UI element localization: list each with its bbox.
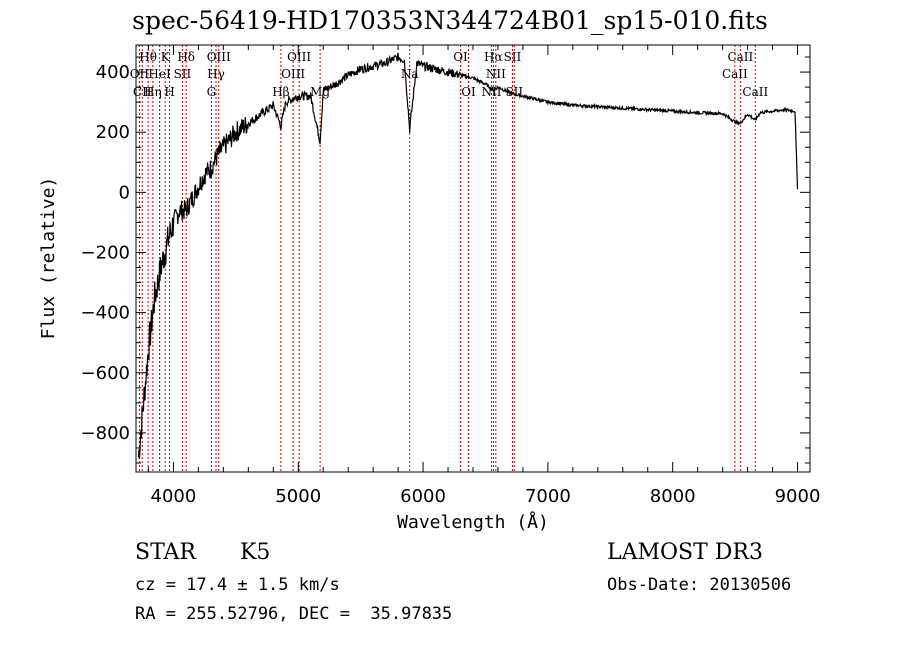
line-marker-group — [138, 45, 756, 472]
line-marker-label-12: Hβ — [272, 85, 289, 99]
line-marker-label-16: Na — [401, 67, 419, 81]
line-marker-label-26: CaII — [742, 85, 768, 99]
marker-label-group: OIICIIHθHηHeIKHSIIHδGHγOIIIHβOIIIOIIIMgN… — [130, 50, 769, 99]
line-marker-label-25: CaII — [727, 50, 753, 64]
survey-name: LAMOST DR3 — [607, 540, 763, 565]
redshift-text: cz = 17.4 ± 1.5 km/s — [135, 575, 340, 595]
x-tick-label-9000: 9000 — [775, 486, 821, 507]
line-marker-label-9: G — [207, 85, 217, 99]
line-marker-label-24: CaII — [722, 67, 748, 81]
chart-title: spec-56419-HD170353N344724B01_sp15-010.f… — [132, 6, 768, 35]
x-tick-label-7000: 7000 — [525, 486, 571, 507]
line-marker-label-23: SII — [505, 85, 523, 99]
line-marker-label-18: OI — [461, 85, 476, 99]
object-class: STAR — [135, 540, 196, 565]
y-tick-label-0: 0 — [119, 182, 130, 203]
x-tick-label-8000: 8000 — [650, 486, 696, 507]
y-tick-label--800: −800 — [81, 423, 130, 444]
line-marker-label-22: SII — [504, 50, 522, 64]
y-tick-label--200: −200 — [81, 242, 130, 263]
y-tick-label--400: −400 — [81, 303, 130, 324]
axes-group: 4000 5000 6000 7000 8000 9000−800−600−400−200… — [81, 45, 821, 507]
line-marker-label-2: Hθ — [139, 50, 157, 64]
line-marker-label-13: OIII — [281, 67, 305, 81]
x-axis-label: Wavelength (Å) — [397, 511, 549, 533]
line-marker-label-17: OI — [453, 50, 468, 64]
x-tick-label-5000: 5000 — [275, 486, 321, 507]
y-tick-label-200: 200 — [96, 122, 130, 143]
x-tick-label-4000: 4000 — [151, 486, 197, 507]
obs-date-text: Obs-Date: 20130506 — [607, 575, 792, 595]
line-marker-label-20: Hα — [484, 50, 503, 64]
y-tick-label--600: −600 — [81, 363, 130, 384]
line-marker-label-10: Hγ — [207, 67, 225, 81]
line-marker-label-4: HeI — [148, 67, 171, 81]
line-marker-label-15: Mg — [310, 85, 330, 99]
line-marker-label-5: K — [161, 50, 171, 64]
line-marker-label-11: OIII — [207, 50, 231, 64]
line-marker-label-6: H — [164, 85, 174, 99]
object-subclass: K5 — [240, 540, 271, 565]
y-axis-label: Flux (relative) — [38, 177, 59, 340]
line-marker-label-14: OIII — [287, 50, 311, 64]
line-marker-label-7: SII — [174, 67, 192, 81]
spectrum-line — [137, 52, 799, 459]
x-tick-label-6000: 6000 — [400, 486, 446, 507]
line-marker-label-1: CII — [133, 85, 152, 99]
coordinates-text: RA = 255.52796, DEC = 35.97835 — [135, 604, 453, 624]
line-marker-label-3: Hη — [144, 85, 162, 99]
y-tick-label-400: 400 — [96, 62, 130, 83]
line-marker-label-8: Hδ — [177, 50, 195, 64]
line-marker-label-19: NII — [481, 85, 501, 99]
line-marker-label-0: OII — [130, 67, 150, 81]
line-marker-label-21: NII — [486, 67, 506, 81]
plot-frame — [135, 44, 811, 473]
